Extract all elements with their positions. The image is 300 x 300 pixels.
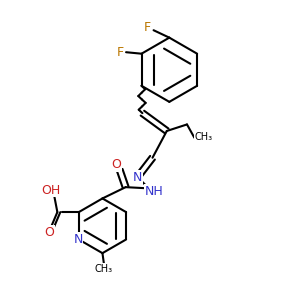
Text: N: N — [74, 233, 83, 246]
Text: F: F — [117, 46, 124, 59]
Text: CH₃: CH₃ — [95, 264, 113, 274]
Text: OH: OH — [41, 184, 60, 196]
Text: F: F — [143, 21, 151, 34]
Text: N: N — [133, 170, 142, 184]
Text: CH₃: CH₃ — [195, 132, 213, 142]
Text: NH: NH — [145, 185, 164, 198]
Text: O: O — [44, 226, 54, 238]
Text: O: O — [111, 158, 121, 171]
